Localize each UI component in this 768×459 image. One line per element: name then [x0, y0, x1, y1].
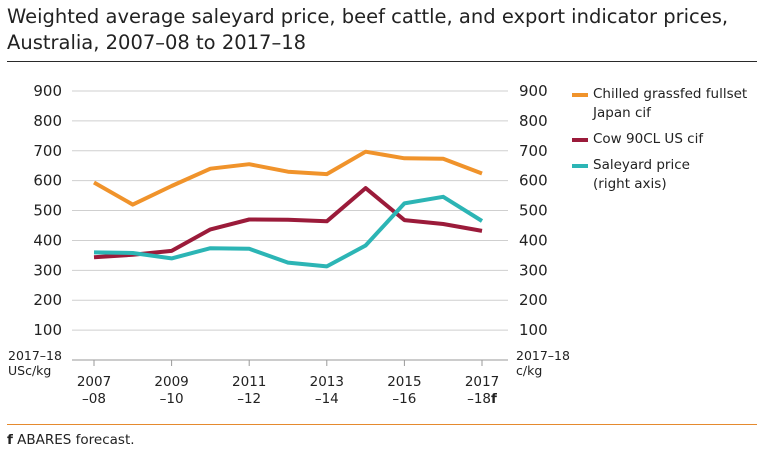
right-tick-label: 200: [519, 291, 548, 309]
right-tick-label: 500: [519, 202, 548, 220]
chart-title: Weighted average saleyard price, beef ca…: [7, 5, 729, 54]
left-unit-label-line1: 2017–18: [8, 348, 62, 363]
left-tick-label: 300: [33, 261, 62, 279]
left-tick-label: 800: [33, 112, 62, 130]
x-tick-label-year: 2015: [387, 374, 421, 390]
right-tick-label: 700: [519, 142, 548, 160]
legend-swatch: [572, 93, 588, 97]
series-lines: [93, 149, 484, 269]
x-tick-label-suffix: –08: [82, 391, 106, 407]
right-unit-label-line2: c/kg: [516, 363, 542, 378]
right-tick-label: 800: [519, 112, 548, 130]
legend-label: Saleyard price (right axis): [593, 156, 768, 194]
legend-label: Chilled grassfed fullset Japan cif: [593, 85, 768, 123]
legend-label-line: Saleyard price: [593, 157, 690, 173]
legend-swatch: [572, 164, 588, 168]
right-tick-label: 900: [519, 82, 548, 100]
series-line-1: [93, 149, 483, 207]
x-tick-label-year: 2011: [232, 374, 266, 390]
legend-label-line: Japan cif: [593, 105, 651, 121]
legend-label-line: (right axis): [593, 176, 667, 192]
x-tick-label-suffix: –12: [237, 391, 261, 407]
legend-label: Cow 90CL US cif: [593, 130, 768, 149]
left-tick-label: 400: [33, 231, 62, 249]
right-unit-label-line1: 2017–18: [516, 348, 570, 363]
left-tick-label: 600: [33, 172, 62, 190]
x-axis-ticks: 2007–08 2009–10 2011–12 2013–14 2015–16 2017–…: [77, 360, 499, 407]
right-tick-label: 300: [519, 261, 548, 279]
footer-divider: [7, 424, 757, 425]
footnote-text: ABARES forecast.: [12, 432, 135, 448]
right-axis-ticks: 100 200 300 400 500 600 700 800 900 2017–18c/kg: [516, 82, 570, 378]
series-line-2: [93, 186, 483, 260]
line-chart: 1002003004005006007008009002017–18USc/kg…: [8, 82, 570, 407]
x-tick-label-year: 2013: [310, 374, 344, 390]
forecast-marker: f: [7, 432, 13, 448]
x-tick-label-suffix: –18f: [467, 391, 497, 407]
right-tick-label: 100: [519, 321, 548, 339]
right-tick-label: 400: [519, 231, 548, 249]
x-tick-label-suffix: –14: [315, 391, 339, 407]
left-tick-label: 700: [33, 142, 62, 160]
footnote: f ABARES forecast.: [7, 432, 135, 448]
x-tick-label-year: 2009: [154, 374, 188, 390]
legend-label-line: Cow 90CL US cif: [593, 131, 704, 147]
left-tick-label: 200: [33, 291, 62, 309]
left-tick-label: 500: [33, 202, 62, 220]
x-tick-label-suffix: –16: [392, 391, 416, 407]
left-unit-label-line2: USc/kg: [8, 363, 51, 378]
gridlines: [72, 90, 508, 361]
x-tick-label-year: 2017: [465, 374, 499, 390]
legend-swatch: [572, 138, 588, 142]
right-tick-label: 600: [519, 172, 548, 190]
left-tick-label: 100: [33, 321, 62, 339]
left-tick-label: 900: [33, 82, 62, 100]
series-line-3: [93, 194, 484, 269]
x-tick-label-suffix: –10: [160, 391, 184, 407]
legend-label-line: Chilled grassfed fullset: [593, 86, 748, 102]
title-divider: [7, 61, 757, 62]
x-tick-label-year: 2007: [77, 374, 111, 390]
